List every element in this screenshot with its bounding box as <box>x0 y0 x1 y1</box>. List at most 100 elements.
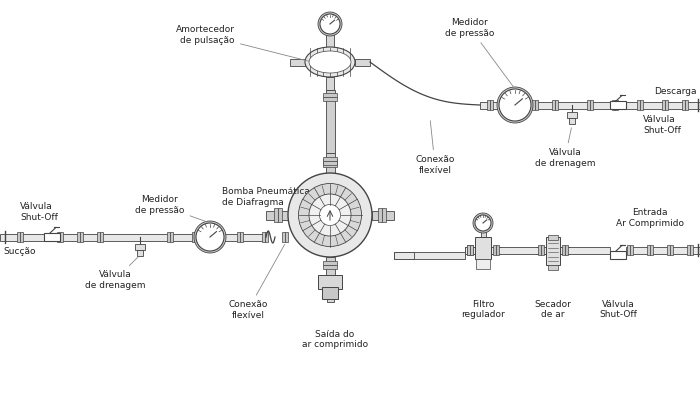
Bar <box>382 208 386 222</box>
Bar <box>541 245 544 255</box>
Bar <box>626 246 700 254</box>
Bar <box>555 100 558 110</box>
Bar <box>318 275 342 289</box>
Bar <box>685 100 688 110</box>
Bar <box>192 232 195 242</box>
Bar <box>323 163 337 167</box>
Bar <box>470 245 473 255</box>
Bar <box>355 58 370 66</box>
Bar <box>587 100 590 110</box>
Bar <box>326 34 334 47</box>
Bar <box>97 232 100 242</box>
Circle shape <box>196 223 224 251</box>
Bar <box>650 245 653 255</box>
Ellipse shape <box>305 47 355 77</box>
Bar <box>323 93 337 97</box>
Bar <box>170 232 173 242</box>
Bar <box>491 246 546 254</box>
Bar <box>80 232 83 242</box>
Bar <box>237 232 240 242</box>
Bar <box>590 100 593 110</box>
Bar <box>265 232 268 242</box>
Bar <box>560 246 570 254</box>
Bar <box>470 245 473 255</box>
Circle shape <box>475 215 491 231</box>
Bar <box>20 232 23 242</box>
Text: Sucção: Sucção <box>3 248 36 256</box>
Bar <box>535 100 538 110</box>
Bar <box>17 232 20 242</box>
Bar <box>323 159 337 163</box>
Circle shape <box>473 213 493 233</box>
Bar <box>615 100 618 110</box>
Text: Válvula
Shut-Off: Válvula Shut-Off <box>599 300 637 319</box>
Circle shape <box>499 89 531 121</box>
Bar <box>282 232 285 242</box>
Bar <box>274 208 278 222</box>
Bar <box>548 265 558 270</box>
Bar <box>507 100 510 110</box>
Bar <box>536 246 546 254</box>
Bar <box>480 102 700 108</box>
Bar <box>372 210 394 220</box>
Bar <box>326 77 334 90</box>
Bar <box>394 252 414 258</box>
Bar <box>510 100 513 110</box>
Text: Válvula
de drenagem: Válvula de drenagem <box>85 257 146 290</box>
Bar <box>552 100 555 110</box>
Bar <box>562 245 565 255</box>
Bar <box>326 257 335 279</box>
Circle shape <box>318 12 342 36</box>
Bar <box>690 245 693 255</box>
Text: Entrada
Ar Comprimido: Entrada Ar Comprimido <box>616 208 684 228</box>
Circle shape <box>309 194 351 236</box>
Bar <box>262 232 265 242</box>
Bar <box>57 232 60 242</box>
Circle shape <box>497 87 533 123</box>
Bar <box>538 245 541 255</box>
Bar <box>546 237 560 265</box>
Bar <box>0 234 266 240</box>
Bar <box>569 118 575 124</box>
Bar <box>323 161 337 165</box>
Text: Válvula
Shut-Off: Válvula Shut-Off <box>20 202 58 222</box>
Bar <box>610 101 626 108</box>
Bar <box>493 245 496 255</box>
Bar <box>630 245 633 255</box>
Bar <box>323 265 337 269</box>
Bar <box>135 244 145 250</box>
Bar <box>44 234 60 240</box>
Text: Conexão
flexível: Conexão flexível <box>415 121 455 175</box>
Bar <box>467 245 470 255</box>
Text: Bomba Pneumática
de Diafragma: Bomba Pneumática de Diafragma <box>222 187 310 207</box>
Circle shape <box>298 184 361 246</box>
Bar <box>240 232 243 242</box>
Text: Conexão
flexível: Conexão flexível <box>228 244 285 320</box>
Bar <box>496 245 499 255</box>
Bar <box>647 245 650 255</box>
Bar <box>682 100 685 110</box>
Bar <box>278 208 282 222</box>
Bar <box>167 232 170 242</box>
Text: Amortecedor
de pulsação: Amortecedor de pulsação <box>176 25 309 61</box>
Text: Saída do
ar comprimido: Saída do ar comprimido <box>302 330 368 350</box>
Bar <box>665 100 668 110</box>
Circle shape <box>288 173 372 257</box>
Bar <box>323 261 337 265</box>
Bar <box>378 208 382 222</box>
Circle shape <box>319 204 340 226</box>
Bar <box>491 246 501 254</box>
Bar <box>326 279 333 302</box>
Bar <box>100 232 103 242</box>
Bar <box>323 97 337 101</box>
Bar <box>480 231 486 237</box>
Circle shape <box>194 221 226 253</box>
Bar <box>610 252 626 259</box>
Bar <box>667 245 670 255</box>
Text: Filtro
regulador: Filtro regulador <box>461 300 505 319</box>
Bar <box>465 246 475 254</box>
Bar <box>467 245 470 255</box>
Text: Medidor
de pressão: Medidor de pressão <box>135 195 207 222</box>
Bar <box>560 246 610 254</box>
Bar <box>637 100 640 110</box>
